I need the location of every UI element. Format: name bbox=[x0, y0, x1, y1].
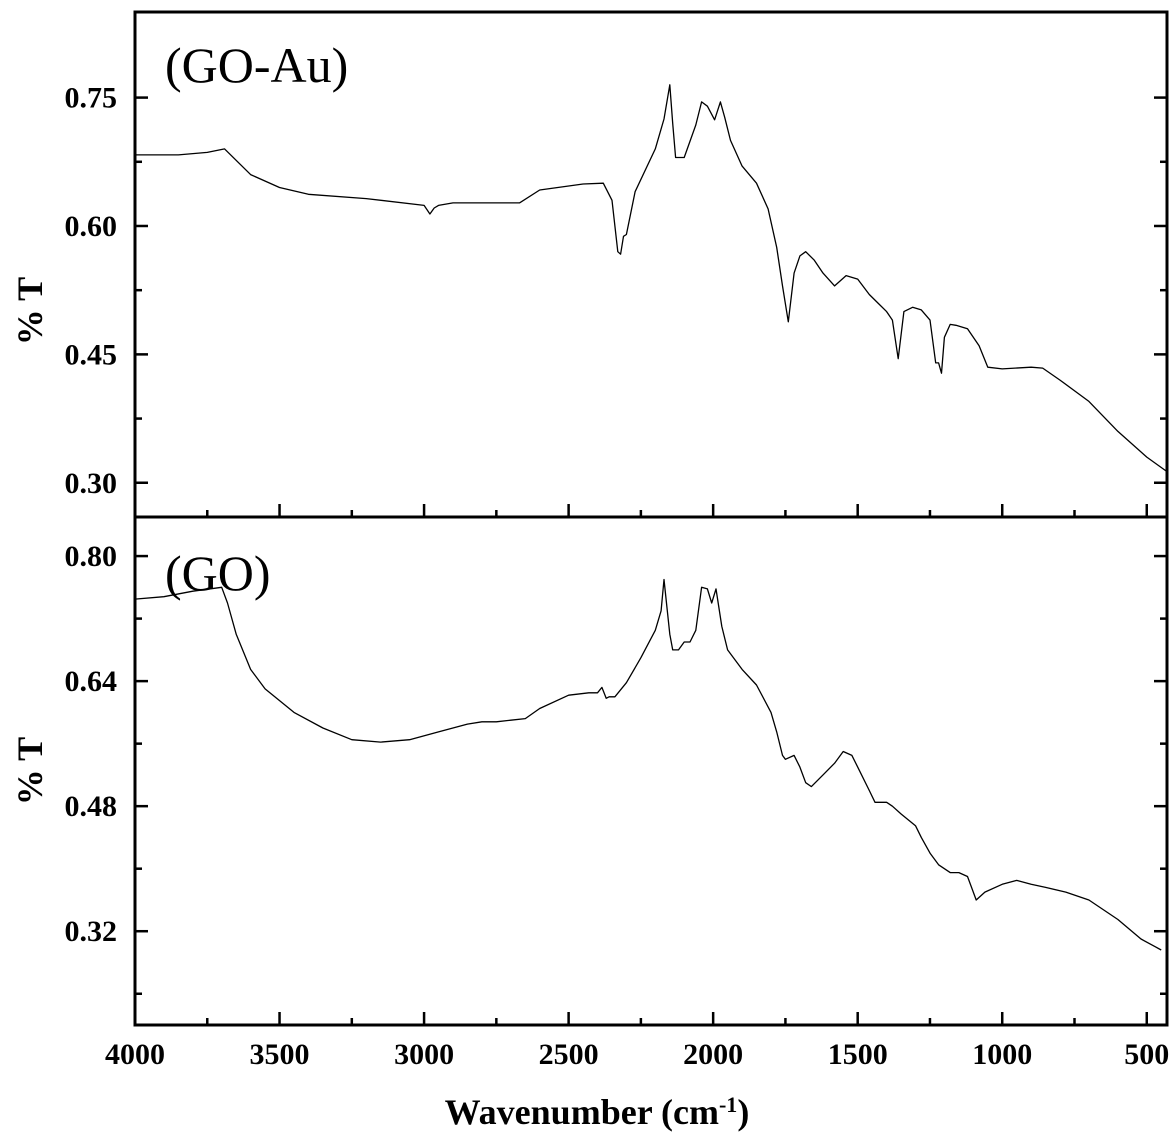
y-tick-label: 0.30 bbox=[65, 467, 118, 500]
x-axis-title-sup: -1 bbox=[719, 1092, 737, 1117]
x-axis-title-close: ) bbox=[737, 1092, 749, 1132]
go-y-axis-title: % T bbox=[10, 737, 50, 805]
go-panel-label: (GO) bbox=[165, 545, 271, 601]
x-tick-label: 3500 bbox=[250, 1038, 310, 1071]
y-tick-label: 0.60 bbox=[65, 210, 118, 243]
go-au-y-axis-title: % T bbox=[10, 277, 50, 345]
y-tick-label: 0.64 bbox=[65, 665, 118, 698]
go-plot-frame bbox=[133, 515, 1169, 1027]
x-axis-title-main: Wavenumber (cm bbox=[445, 1092, 719, 1132]
x-axis-title: Wavenumber (cm-1) bbox=[445, 1092, 750, 1133]
y-tick-label: 0.75 bbox=[65, 82, 118, 115]
go-spectrum-line bbox=[134, 578, 1162, 951]
y-tick-label: 0.48 bbox=[65, 790, 118, 823]
go-au-spectrum-line bbox=[135, 84, 1168, 473]
y-tick-label: 0.32 bbox=[65, 915, 118, 948]
x-tick-label: 1000 bbox=[972, 1038, 1032, 1071]
x-tick-label: 2500 bbox=[539, 1038, 599, 1071]
x-tick-label: 500 bbox=[1124, 1038, 1169, 1071]
x-tick-label: 2000 bbox=[683, 1038, 743, 1071]
x-tick-label: 4000 bbox=[105, 1038, 165, 1071]
go-panel: (GO) % T 0.32 0.48 0.64 0.80 bbox=[10, 515, 1169, 1027]
y-tick-label: 0.80 bbox=[65, 540, 118, 573]
x-tick-label: 1500 bbox=[828, 1038, 888, 1071]
x-tick-label: 3000 bbox=[394, 1038, 454, 1071]
go-au-panel-label: (GO-Au) bbox=[165, 37, 348, 93]
y-tick-label: 0.45 bbox=[65, 338, 118, 371]
go-au-panel: (GO-Au) % T 0.30 0.45 0.60 0.75 bbox=[10, 10, 1169, 519]
x-axis: 4000 3500 3000 2500 2000 1500 1000 500 bbox=[105, 1038, 1169, 1071]
